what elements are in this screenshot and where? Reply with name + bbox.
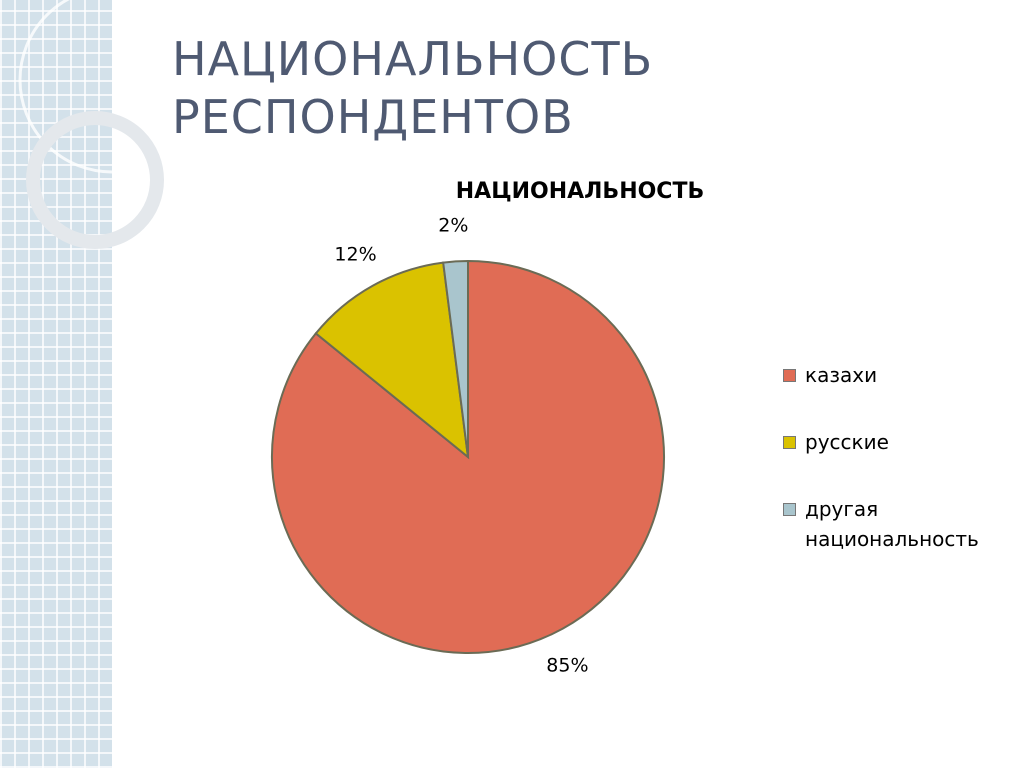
legend-label: русские — [805, 430, 889, 454]
data-label: 85% — [546, 654, 588, 676]
legend-key — [783, 369, 796, 382]
decor-circle — [18, 0, 206, 174]
slide-title: НАЦИОНАЛЬНОСТЬ РЕСПОНДЕНТОВ — [172, 32, 654, 144]
chart-title: НАЦИОНАЛЬНОСТЬ — [456, 179, 704, 204]
data-label: 2% — [438, 215, 468, 237]
legend-entry: русские — [783, 427, 1024, 457]
legend-entry: казахи — [783, 360, 1024, 390]
legend-key — [783, 436, 796, 449]
legend-label: казахи — [805, 363, 878, 387]
data-label: 12% — [334, 243, 376, 265]
decor-circle — [26, 111, 164, 249]
legend-entry: другая национальность — [783, 494, 1024, 554]
legend-key — [783, 503, 796, 516]
pie-slice — [442, 259, 469, 458]
pie-slice — [314, 261, 470, 460]
legend-label: другая национальность — [805, 497, 979, 551]
